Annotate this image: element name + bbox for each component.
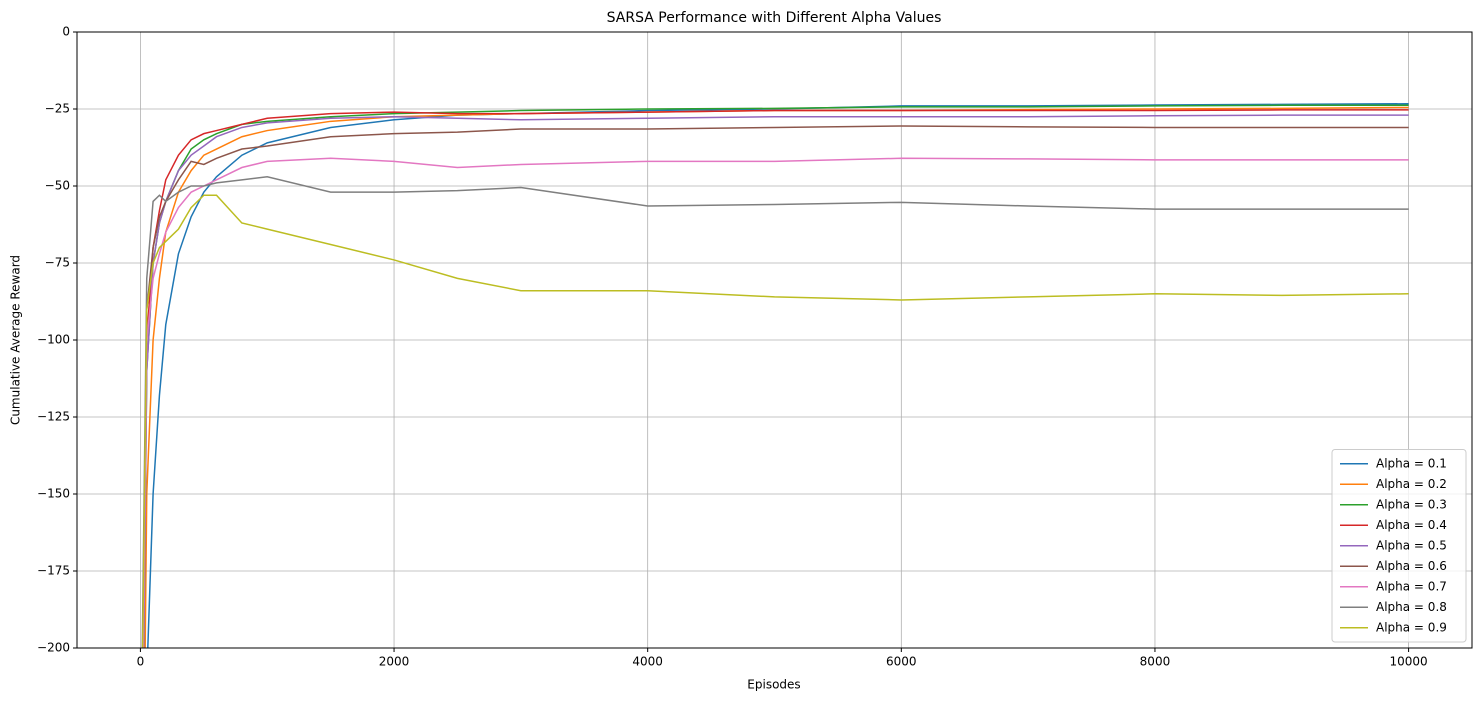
plot-lines — [141, 103, 1409, 648]
series-line — [142, 114, 1409, 648]
legend-label: Alpha = 0.6 — [1376, 559, 1447, 573]
legend-label: Alpha = 0.2 — [1376, 477, 1447, 491]
plot-frame — [76, 31, 1473, 649]
series-line — [142, 104, 1409, 648]
x-tick-label: 0 — [137, 655, 145, 669]
y-tick-label: 0 — [62, 25, 70, 39]
x-tick-label: 10000 — [1389, 655, 1427, 669]
legend-label: Alpha = 0.1 — [1376, 456, 1447, 470]
series-line — [141, 194, 1409, 648]
y-tick-label: −200 — [37, 641, 70, 655]
y-tick-label: −150 — [37, 487, 70, 501]
series-line — [144, 106, 1409, 648]
y-tick-label: −125 — [37, 410, 70, 424]
x-axis-label: Episodes — [747, 678, 800, 692]
legend-label: Alpha = 0.4 — [1376, 518, 1447, 532]
y-axis-label: Cumulative Average Reward — [9, 255, 23, 425]
y-tick-label: −175 — [37, 564, 70, 578]
series-line — [147, 103, 1409, 648]
x-tick-label: 4000 — [632, 655, 663, 669]
chart-title: SARSA Performance with Different Alpha V… — [607, 10, 942, 26]
x-tick-label: 6000 — [886, 655, 917, 669]
legend-label: Alpha = 0.5 — [1376, 538, 1447, 552]
legend-label: Alpha = 0.7 — [1376, 579, 1447, 593]
y-tick-label: −100 — [37, 333, 70, 347]
legend: Alpha = 0.1 Alpha = 0.2 Alpha = 0.3 Alpha =… — [1331, 449, 1467, 643]
legend-label: Alpha = 0.3 — [1376, 497, 1447, 511]
y-tick-label: −25 — [45, 102, 70, 116]
series-line — [142, 157, 1409, 648]
series-line — [142, 109, 1409, 648]
x-tick-label: 2000 — [379, 655, 410, 669]
x-tick-label: 8000 — [1140, 655, 1171, 669]
legend-label: Alpha = 0.9 — [1376, 620, 1447, 634]
legend-box — [1331, 449, 1467, 643]
series-line — [142, 125, 1409, 648]
series-line — [141, 175, 1409, 648]
y-tick-label: −75 — [45, 256, 70, 270]
y-tick-label: −50 — [45, 179, 70, 193]
legend-label: Alpha = 0.8 — [1376, 600, 1447, 614]
